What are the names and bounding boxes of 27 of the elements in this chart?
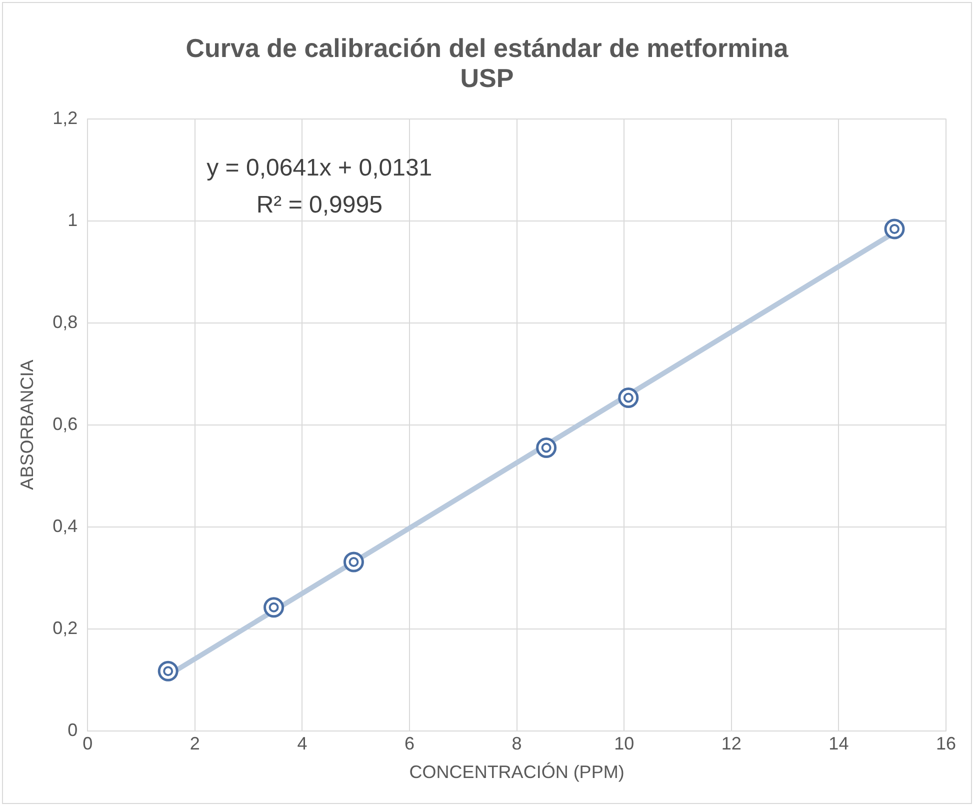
x-tick-label: 2 [190,734,200,754]
x-tick-label: 6 [404,734,415,754]
annotation: y = 0,0641x + 0,0131 [206,154,432,182]
x-tick-label: 8 [512,734,522,754]
point [264,597,284,618]
x-tick-label: 14 [828,734,849,754]
chart-title: Curva de calibración del estándar de metformina USP [184,33,790,93]
x-axis-title: CONCENTRACIÓN (PPM) [409,762,624,782]
y-tick-label: 1 [68,210,78,230]
point [884,218,905,240]
y-tick-label: 1,2 [52,108,78,128]
x-tick-label: 16 [936,734,956,754]
point [618,388,639,408]
annotation: R² = 0,9995 [256,191,382,218]
y-tick-label: 0,2 [52,618,78,638]
y-tick-label: 0 [68,720,78,740]
point [536,438,557,458]
x-tick-label: 12 [721,734,742,754]
y-tick-label: 0,8 [52,312,78,332]
x-tick-label: 4 [297,734,308,754]
point [343,552,364,572]
y-tick-label: 0,6 [52,414,78,434]
x-tick-label: 0 [82,734,93,754]
y-axis-title: ABSORBANCIA [16,360,37,490]
point [158,660,178,682]
y-tick-label: 0,4 [52,516,78,536]
x-tick-label: 10 [614,734,634,754]
